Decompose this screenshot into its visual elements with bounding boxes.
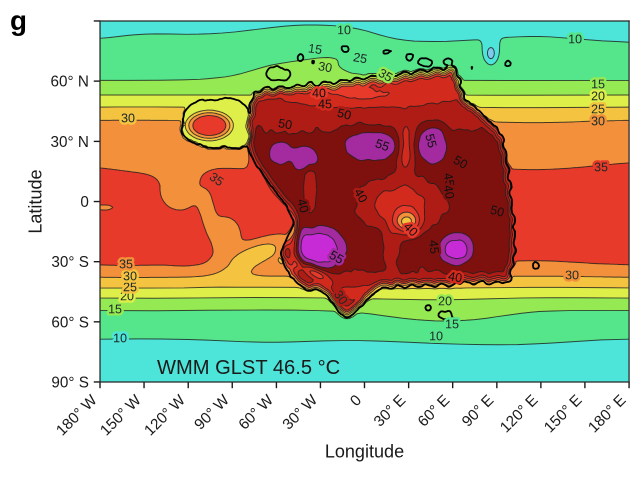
svg-text:60° N: 60° N <box>51 74 89 91</box>
svg-text:0: 0 <box>80 194 89 211</box>
svg-text:90° S: 90° S <box>51 375 89 392</box>
svg-text:g: g <box>10 5 27 36</box>
svg-text:Longitude: Longitude <box>325 441 404 461</box>
svg-text:30° S: 30° S <box>51 254 89 271</box>
svg-text:Latitude: Latitude <box>25 169 45 233</box>
svg-text:30° N: 30° N <box>51 134 89 151</box>
svg-text:60° S: 60° S <box>51 314 89 331</box>
svg-text:WMM GLST 46.5 °C: WMM GLST 46.5 °C <box>157 357 340 379</box>
